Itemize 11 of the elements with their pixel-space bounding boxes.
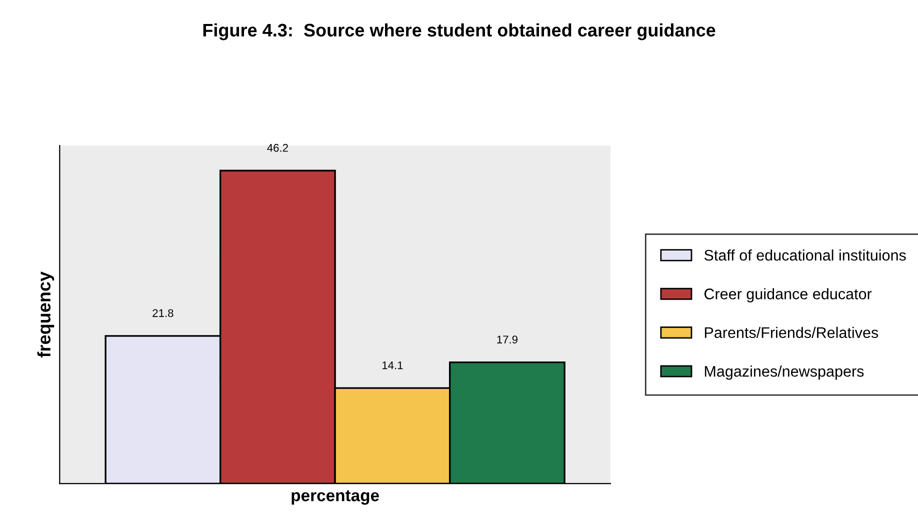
data-label: 17.9 <box>497 336 518 344</box>
legend-label: Parents/Friends/Relatives <box>704 326 878 338</box>
data-label: 46.2 <box>267 144 288 152</box>
y-axis-title: frequency <box>37 272 54 358</box>
x-axis-title: percentage <box>292 490 379 505</box>
data-label: 21.8 <box>152 309 174 318</box>
chart-title: Figure 4.3: Source where student obtained career guidance <box>203 23 716 40</box>
data-label: 14.1 <box>382 361 403 370</box>
legend-label: Staff of educational instituions <box>704 249 906 261</box>
legend-label: Magazines/newspapers <box>704 366 864 380</box>
legend-label: Creer guidance educator <box>704 288 872 302</box>
